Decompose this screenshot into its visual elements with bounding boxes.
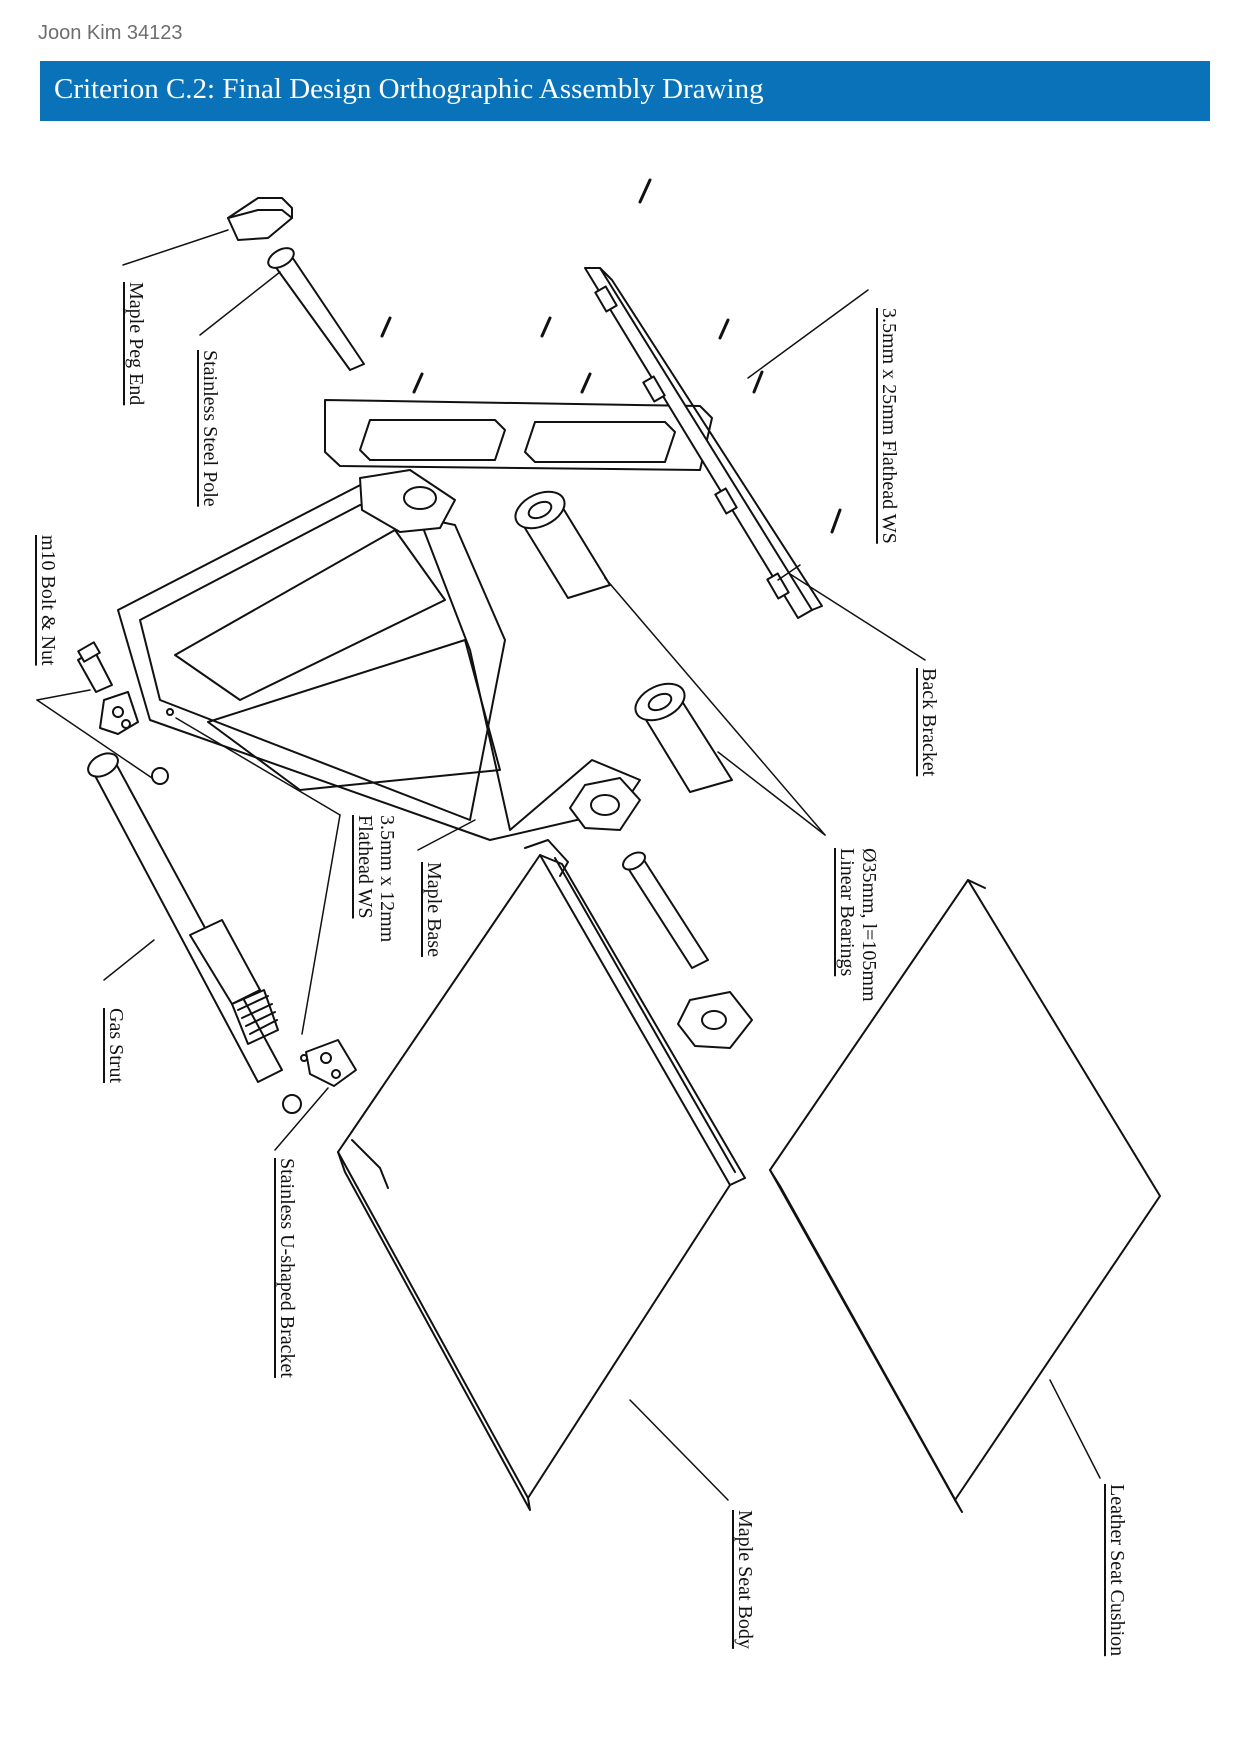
label-bearing-line1: Ø35mm, l=105mm	[858, 848, 880, 1002]
maple-base-part	[117, 469, 641, 841]
steel-pole-part	[267, 247, 365, 371]
label-gas-strut: Gas Strut	[105, 1008, 127, 1083]
screws-part	[380, 178, 842, 534]
label-linear-bearings: Ø35mm, l=105mm Linear Bearings	[836, 848, 880, 1002]
label-bolt-nut: m10 Bolt & Nut	[37, 535, 59, 666]
label-maple-seat-body: Maple Seat Body	[734, 1510, 756, 1649]
label-maple-peg-end: Maple Peg End	[125, 282, 147, 406]
label-leather-seat-cushion: Leather Seat Cushion	[1106, 1484, 1128, 1657]
leader-lines	[36, 229, 1101, 1501]
maple-seat-body-part	[337, 839, 746, 1511]
gas-strut-part	[87, 752, 283, 1083]
label-u-bracket: Stainless U-shaped Bracket	[276, 1158, 298, 1378]
label-stainless-steel-pole: Stainless Steel Pole	[199, 350, 221, 507]
secondary-pole-part	[622, 851, 753, 1049]
author-name: Joon Kim 34123	[38, 22, 183, 44]
label-maple-base: Maple Base	[423, 862, 445, 957]
maple-peg-end-part	[227, 197, 293, 241]
page-title: Criterion C.2: Final Design Orthographic…	[54, 73, 764, 105]
leather-seat-cushion-part	[769, 879, 1161, 1513]
label-screw-short-line1: 3.5mm x 12mm	[376, 815, 398, 943]
hardware-part	[77, 641, 357, 1114]
label-bearing-line2: Linear Bearings	[836, 848, 858, 977]
label-screw-short: 3.5mm x 12mm Flathead WS	[354, 815, 398, 942]
back-bracket-part	[324, 267, 823, 619]
label-screw-long: 3.5mm x 25mm Flathead WS	[878, 308, 900, 544]
label-screw-short-line2: Flathead WS	[354, 815, 376, 919]
title-banner: Criterion C.2: Final Design Orthographic…	[40, 61, 1210, 121]
label-back-bracket: Back Bracket	[918, 668, 940, 777]
linear-bearings-part	[514, 490, 733, 793]
